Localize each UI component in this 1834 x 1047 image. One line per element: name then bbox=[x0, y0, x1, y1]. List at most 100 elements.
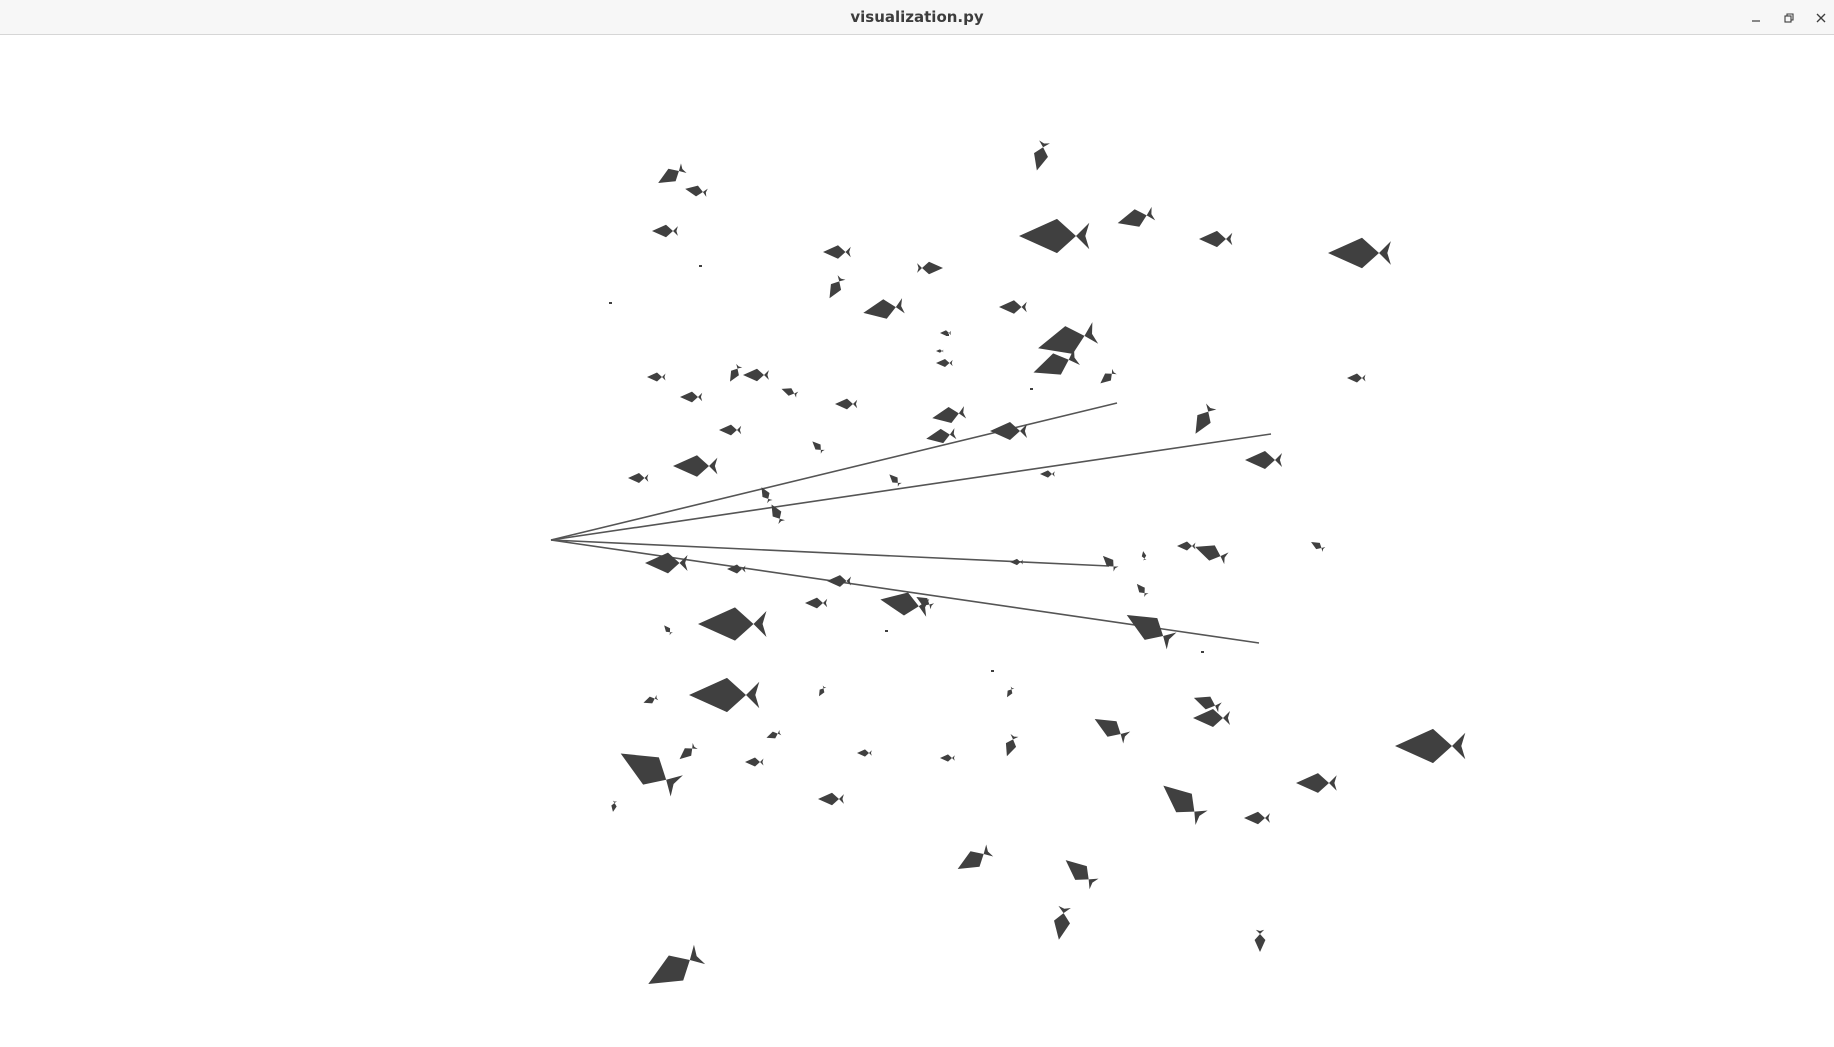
fish-marker bbox=[647, 372, 666, 382]
fish-marker bbox=[917, 261, 943, 275]
fish-marker bbox=[698, 607, 767, 641]
fish-marker bbox=[1038, 322, 1099, 354]
fish-marker bbox=[1163, 785, 1208, 825]
fish-marker bbox=[1193, 709, 1230, 727]
fish-marker bbox=[1136, 583, 1149, 598]
fish-marker bbox=[645, 552, 688, 574]
fish-marker bbox=[818, 792, 844, 806]
fish-marker bbox=[761, 487, 773, 504]
fish-marker bbox=[727, 564, 746, 574]
fish-marker bbox=[620, 753, 683, 797]
fish-marker bbox=[652, 224, 678, 238]
fish-marker bbox=[863, 298, 905, 319]
minimize-button[interactable] bbox=[1743, 5, 1769, 31]
fish-marker bbox=[1102, 555, 1119, 572]
fish-marker bbox=[835, 398, 858, 410]
visualization-canvas[interactable] bbox=[0, 36, 1834, 1047]
fish-marker bbox=[1395, 728, 1466, 764]
close-icon bbox=[1816, 13, 1826, 23]
fish-marker bbox=[689, 677, 760, 713]
fish-marker bbox=[926, 428, 957, 444]
fish-marker bbox=[1193, 696, 1222, 713]
fish-marker bbox=[1005, 733, 1019, 757]
fish-marker bbox=[827, 575, 852, 587]
fish-marker bbox=[766, 730, 782, 739]
fish-marker bbox=[1010, 558, 1023, 566]
fish-marker bbox=[936, 358, 953, 368]
fish-marker bbox=[1245, 451, 1282, 469]
fish-marker bbox=[916, 597, 935, 610]
fish-marker bbox=[680, 391, 703, 403]
fish-marker bbox=[664, 625, 673, 636]
vision-line bbox=[550, 433, 1272, 541]
fish-marker bbox=[719, 424, 742, 436]
fish-marker bbox=[781, 388, 799, 398]
fish-marker bbox=[1126, 615, 1177, 650]
fish-marker bbox=[932, 406, 967, 423]
title-bar[interactable]: visualization.py bbox=[0, 0, 1834, 35]
fish-marker bbox=[1296, 773, 1337, 793]
fish-marker bbox=[1117, 206, 1156, 227]
minimize-icon bbox=[1752, 20, 1760, 22]
fish-marker bbox=[771, 504, 786, 525]
fish-marker bbox=[1141, 551, 1147, 561]
fish-marker bbox=[990, 422, 1027, 440]
fish-marker bbox=[658, 163, 687, 183]
fish-school-scene bbox=[550, 140, 1466, 984]
speck-marker bbox=[609, 302, 612, 304]
fish-marker bbox=[1254, 929, 1266, 952]
speck-marker bbox=[991, 670, 994, 672]
fish-marker bbox=[805, 597, 828, 609]
fish-marker bbox=[889, 474, 902, 487]
fish-marker bbox=[1347, 373, 1366, 383]
fish-marker bbox=[745, 757, 764, 767]
close-button[interactable] bbox=[1808, 5, 1834, 31]
fish-marker bbox=[673, 455, 718, 477]
fish-marker bbox=[1034, 140, 1050, 171]
fish-marker bbox=[1019, 218, 1090, 254]
fish-marker bbox=[812, 441, 825, 454]
fish-marker bbox=[819, 685, 827, 697]
vision-line bbox=[550, 402, 1118, 541]
restore-icon bbox=[1784, 13, 1794, 23]
fish-marker bbox=[940, 330, 952, 336]
fish-marker bbox=[957, 844, 994, 869]
speck-marker bbox=[946, 334, 949, 336]
window-title: visualization.py bbox=[850, 8, 984, 26]
fish-marker bbox=[743, 368, 769, 382]
speck-marker bbox=[1030, 388, 1033, 390]
fish-marker bbox=[611, 800, 617, 812]
fish-marker bbox=[1100, 368, 1117, 384]
fish-marker bbox=[1195, 545, 1229, 565]
fish-marker bbox=[999, 300, 1027, 314]
fish-marker bbox=[1199, 230, 1233, 248]
fish-marker bbox=[1040, 470, 1055, 478]
fish-marker bbox=[643, 695, 659, 704]
fish-marker bbox=[1311, 542, 1326, 552]
fish-marker bbox=[936, 349, 944, 353]
fish-marker bbox=[1195, 403, 1217, 434]
fish-marker bbox=[685, 185, 708, 197]
fish-marker bbox=[1054, 905, 1071, 940]
fish-marker bbox=[648, 944, 706, 984]
fish-marker bbox=[628, 473, 649, 483]
fish-marker bbox=[829, 275, 846, 299]
speck-marker bbox=[1201, 651, 1204, 653]
speck-marker bbox=[885, 630, 888, 632]
fish-marker bbox=[940, 754, 955, 762]
fish-marker bbox=[1244, 811, 1270, 825]
fish-marker bbox=[1033, 348, 1080, 375]
fish-marker bbox=[679, 743, 698, 760]
fish-marker bbox=[1094, 719, 1131, 744]
fish-marker bbox=[1065, 860, 1099, 890]
speck-marker bbox=[699, 265, 702, 267]
fish-marker bbox=[1007, 686, 1015, 698]
fish-marker bbox=[857, 749, 872, 757]
fish-marker bbox=[1177, 541, 1196, 551]
restore-button[interactable] bbox=[1776, 5, 1802, 31]
fish-marker bbox=[1328, 237, 1391, 269]
fish-marker bbox=[823, 245, 851, 259]
vision-line bbox=[550, 539, 1110, 567]
fish-marker bbox=[730, 363, 743, 382]
